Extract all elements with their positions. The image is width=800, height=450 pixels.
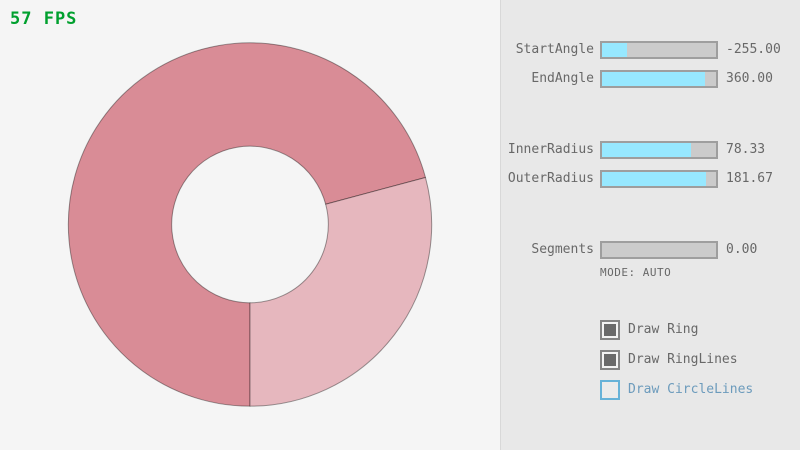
draw-ringlines-checkmark: [604, 354, 616, 366]
fps-counter: 57 FPS: [10, 9, 78, 29]
segments-value: 0.00: [726, 242, 758, 257]
endangle-slider[interactable]: [600, 70, 718, 88]
innerradius-label: InnerRadius: [507, 142, 594, 157]
outerradius-slider[interactable]: [600, 170, 718, 188]
outerradius-label: OuterRadius: [507, 171, 594, 186]
draw-ring-checkmark: [604, 324, 616, 336]
outerradius-slider-fill: [602, 172, 706, 186]
startangle-slider-fill: [602, 43, 627, 57]
startangle-slider[interactable]: [600, 41, 718, 59]
startangle-label: StartAngle: [515, 42, 594, 57]
draw-circlelines-checkbox[interactable]: [600, 380, 620, 400]
segments-slider[interactable]: [600, 241, 718, 259]
mode-label: MODE: AUTO: [600, 266, 672, 279]
draw-ring-label[interactable]: Draw Ring: [628, 322, 699, 337]
endangle-value: 360.00: [726, 71, 773, 86]
draw-ring-checkbox[interactable]: [600, 320, 620, 340]
panel-divider: [500, 0, 501, 450]
startangle-value: -255.00: [726, 42, 781, 57]
draw-ringlines-checkbox[interactable]: [600, 350, 620, 370]
endangle-label: EndAngle: [531, 71, 594, 86]
segments-label: Segments: [531, 242, 594, 257]
innerradius-slider[interactable]: [600, 141, 718, 159]
draw-ringlines-label[interactable]: Draw RingLines: [628, 352, 738, 367]
ring-dark-segment: [67, 42, 427, 407]
innerradius-value: 78.33: [726, 142, 766, 157]
ring-light-segment: [249, 176, 433, 407]
ring-canvas: [67, 42, 433, 407]
outerradius-value: 181.67: [726, 171, 773, 186]
control-panel: StartAngle -255.00 EndAngle 360.00 Inner…: [500, 0, 800, 450]
innerradius-slider-fill: [602, 143, 692, 157]
endangle-slider-fill: [602, 72, 705, 86]
draw-circlelines-label[interactable]: Draw CircleLines: [628, 382, 754, 397]
